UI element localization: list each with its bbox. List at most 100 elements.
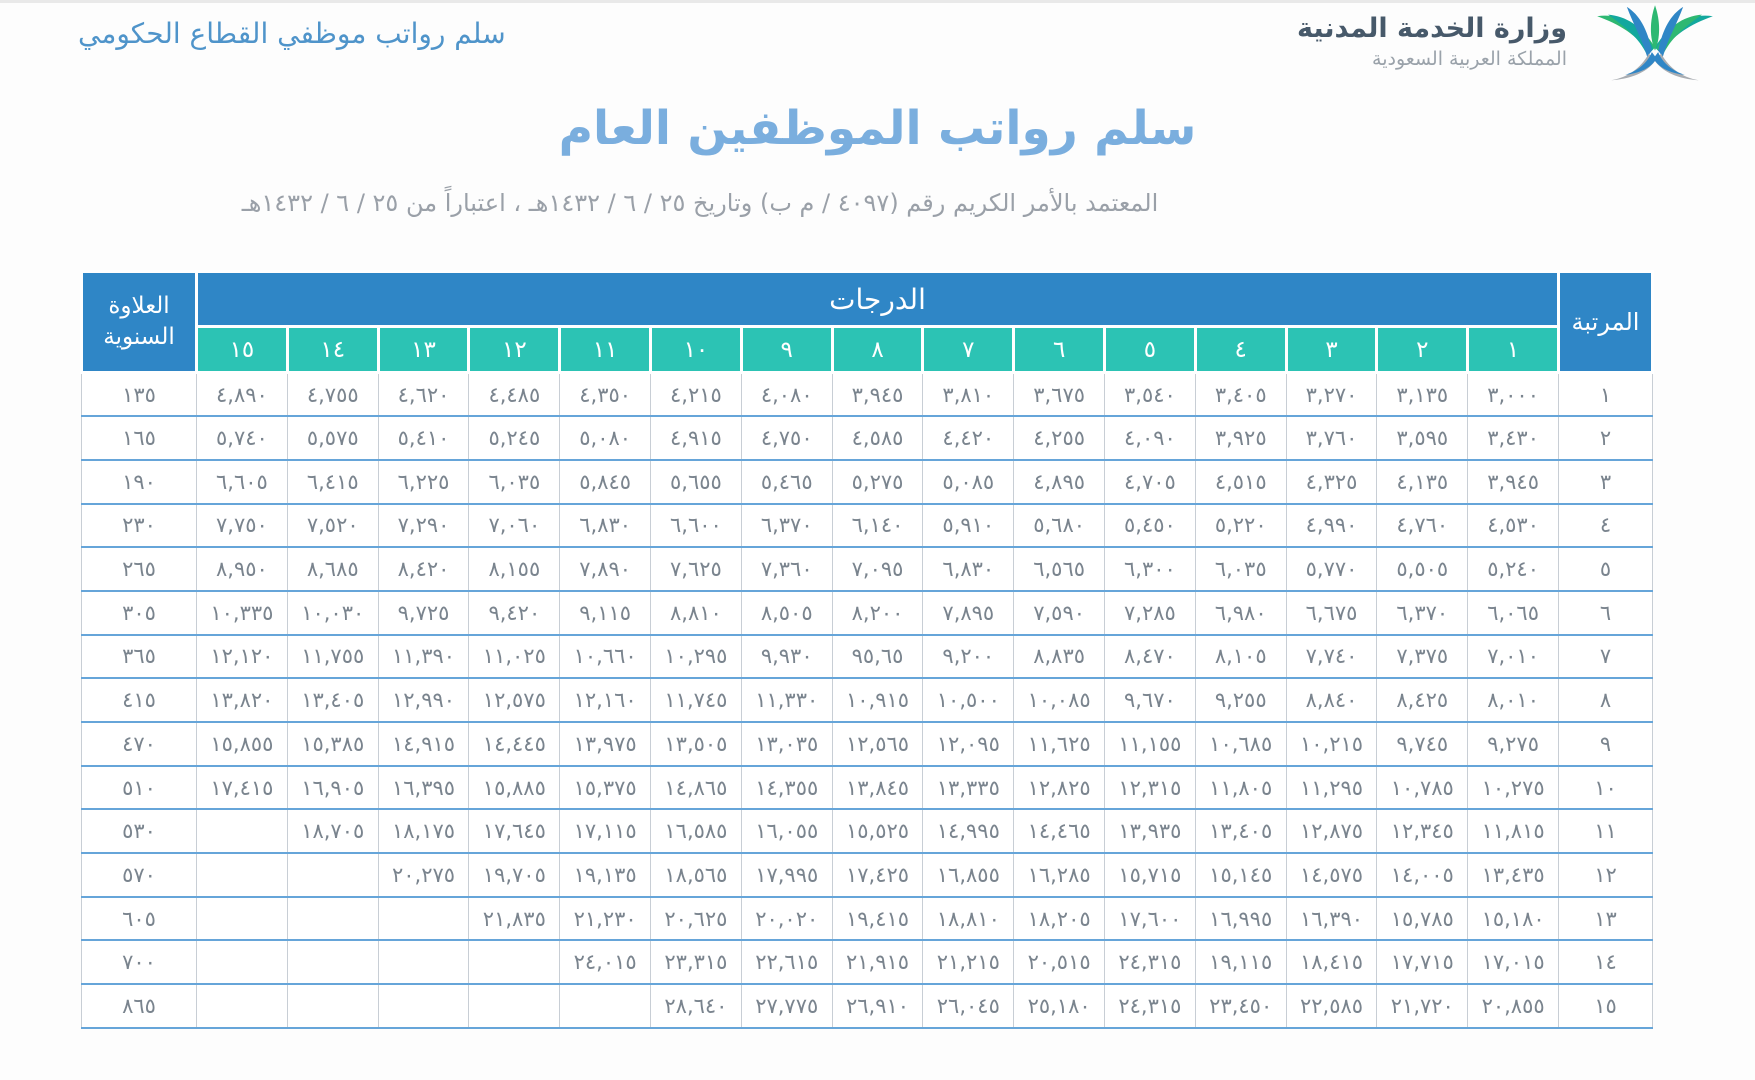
salary-cell-rank1-degree15: ٤,٨٩٠: [196, 372, 288, 418]
rank-cell-5: ٥: [1558, 547, 1653, 592]
salary-cell-rank14-degree11: ٢٤,٠١٥: [559, 940, 652, 986]
salary-cell-rank11-degree3: ١٢,٨٧٥: [1285, 809, 1378, 855]
salary-cell-rank15-degree2: ٢١,٧٢٠: [1376, 984, 1469, 1029]
salary-cell-rank9-degree5: ١١,١٥٥: [1104, 722, 1196, 767]
salary-cell-rank7-degree5: ٨,٤٧٠: [1104, 634, 1196, 680]
salary-row-2: ٢ ٣,٤٣٠ ٣,٥٩٥ ٣,٧٦٠ ٣,٩٢٥ ٤,٠٩٠ ٤,٢٥٥ ٤,٤٢٠ ٤,٥٨…: [81, 416, 1653, 461]
salary-cell-rank3-degree11: ٥,٨٤٥: [559, 459, 652, 505]
salary-cell-rank2-degree1: ٣,٤٣٠: [1467, 416, 1559, 461]
salary-cell-rank15-degree13: [377, 984, 470, 1029]
rank-cell-11: ١١: [1558, 809, 1653, 855]
rank-cell-6: ٦: [1558, 590, 1653, 636]
salary-cell-rank15-degree1: ٢٠,٨٥٥: [1467, 984, 1559, 1029]
salary-cell-rank4-degree7: ٥,٩١٠: [922, 503, 1015, 549]
salary-cell-rank2-degree10: ٤,٩١٥: [650, 416, 742, 461]
rank-column-header: المرتبة: [1557, 270, 1654, 374]
allowance-cell-13: ٦٠٥: [81, 896, 197, 942]
salary-cell-rank8-degree2: ٨,٤٢٥: [1376, 678, 1469, 723]
salary-cell-rank4-degree11: ٦,٨٣٠: [559, 503, 652, 549]
salary-cell-rank5-degree4: ٦,٠٣٥: [1194, 547, 1287, 592]
salary-cell-rank4-degree6: ٥,٦٨٠: [1013, 503, 1106, 549]
salary-cell-rank6-degree5: ٧,٢٨٥: [1104, 590, 1196, 636]
salary-cell-rank1-degree14: ٤,٧٥٥: [286, 372, 379, 418]
salary-cell-rank2-degree5: ٤,٠٩٠: [1104, 416, 1196, 461]
salary-cell-rank9-degree13: ١٤,٩١٥: [377, 722, 470, 767]
salary-row-3: ٣ ٣,٩٤٥ ٤,١٣٥ ٤,٣٢٥ ٤,٥١٥ ٤,٧٠٥ ٤,٨٩٥ ٥,٠٨٥ ٥,٢٧…: [81, 459, 1653, 505]
allowance-cell-4: ٢٣٠: [81, 503, 197, 549]
salary-cell-rank9-degree3: ١٠,٢١٥: [1285, 722, 1378, 767]
salary-cell-rank3-degree5: ٤,٧٠٥: [1104, 459, 1196, 505]
salary-cell-rank5-degree8: ٧,٠٩٥: [831, 547, 924, 592]
salary-cell-rank9-degree8: ١٢,٥٦٥: [831, 722, 924, 767]
salary-cell-rank13-degree8: ١٩,٤١٥: [831, 896, 924, 942]
salary-cell-rank14-degree12: [468, 940, 561, 986]
degree-numbers-row: ١ ٢ ٣ ٤ ٥ ٦ ٧ ٨ ٩ ١٠ ١١ ١٢ ١٣ ١٤ ١٥: [82, 325, 1653, 374]
salary-cell-rank1-degree13: ٤,٦٢٠: [377, 372, 470, 418]
salary-cell-rank15-degree3: ٢٢,٥٨٥: [1285, 984, 1378, 1029]
salary-row-11: ١١ ١١,٨١٥ ١٢,٣٤٥ ١٢,٨٧٥ ١٣,٤٠٥ ١٣,٩٣٥ ١٤,٤٦٥ ١٤…: [81, 809, 1653, 855]
salary-cell-rank9-degree11: ١٣,٩٧٥: [559, 722, 652, 767]
salary-cell-rank9-degree9: ١٣,٠٣٥: [740, 722, 833, 767]
salary-cell-rank4-degree5: ٥,٤٥٠: [1104, 503, 1196, 549]
rank-cell-12: ١٢: [1558, 853, 1653, 898]
salary-cell-rank13-degree6: ١٨,٢٠٥: [1013, 896, 1106, 942]
salary-cell-rank7-degree13: ١١,٣٩٠: [377, 634, 470, 680]
ministry-brand-text: وزارة الخدمة المدنية المملكة العربية الس…: [1297, 13, 1567, 74]
salary-cell-rank1-degree7: ٣,٨١٠: [922, 372, 1015, 418]
salary-cell-rank11-degree4: ١٣,٤٠٥: [1194, 809, 1287, 855]
salary-cell-rank12-degree5: ١٥,٧١٥: [1104, 853, 1196, 898]
rank-cell-9: ٩: [1558, 722, 1653, 767]
salary-cell-rank11-degree11: ١٧,١١٥: [559, 809, 652, 855]
salary-cell-rank2-degree12: ٥,٢٤٥: [468, 416, 561, 461]
salary-row-12: ١٢ ١٣,٤٣٥ ١٤,٠٠٥ ١٤,٥٧٥ ١٥,١٤٥ ١٥,٧١٥ ١٦,٢٨٥ ١٦…: [81, 853, 1653, 898]
salary-cell-rank7-degree7: ٩,٢٠٠: [922, 634, 1015, 680]
salary-cell-rank1-degree4: ٣,٤٠٥: [1194, 372, 1287, 418]
salary-cell-rank3-degree9: ٥,٤٦٥: [740, 459, 833, 505]
salary-cell-rank3-degree10: ٥,٦٥٥: [650, 459, 742, 505]
salary-cell-rank2-degree6: ٤,٢٥٥: [1013, 416, 1106, 461]
salary-cell-rank14-degree14: [286, 940, 379, 986]
salary-cell-rank6-degree2: ٦,٣٧٠: [1376, 590, 1469, 636]
salary-cell-rank2-degree7: ٤,٤٢٠: [922, 416, 1015, 461]
salary-cell-rank6-degree3: ٦,٦٧٥: [1285, 590, 1378, 636]
allowance-cell-7: ٣٦٥: [81, 634, 197, 680]
salary-cell-rank3-degree7: ٥,٠٨٥: [922, 459, 1015, 505]
salary-cell-rank5-degree5: ٦,٣٠٠: [1104, 547, 1196, 592]
salary-cell-rank3-degree1: ٣,٩٤٥: [1467, 459, 1559, 505]
salary-cell-rank11-degree1: ١١,٨١٥: [1467, 809, 1559, 855]
salary-cell-rank12-degree14: [286, 853, 379, 898]
allowance-column-header: العلاوة السنوية: [80, 270, 198, 374]
salary-cell-rank13-degree5: ١٧,٦٠٠: [1104, 896, 1196, 942]
salary-cell-rank4-degree15: ٧,٧٥٠: [196, 503, 288, 549]
salary-cell-rank10-degree9: ١٤,٣٥٥: [740, 765, 833, 811]
salary-cell-rank5-degree11: ٧,٨٩٠: [559, 547, 652, 592]
salary-cell-rank9-degree7: ١٢,٠٩٥: [922, 722, 1015, 767]
salary-cell-rank14-degree6: ٢٠,٥١٥: [1013, 940, 1106, 986]
salary-cell-rank1-degree2: ٣,١٣٥: [1376, 372, 1469, 418]
salary-row-4: ٤ ٤,٥٣٠ ٤,٧٦٠ ٤,٩٩٠ ٥,٢٢٠ ٥,٤٥٠ ٥,٦٨٠ ٥,٩١٠ ٦,١٤…: [81, 503, 1653, 549]
salary-cell-rank2-degree8: ٤,٥٨٥: [831, 416, 924, 461]
salary-cell-rank15-degree5: ٢٤,٣١٥: [1104, 984, 1196, 1029]
salary-cell-rank12-degree7: ١٦,٨٥٥: [922, 853, 1015, 898]
degree-header-12: ١٢: [467, 325, 562, 374]
salary-cell-rank3-degree15: ٦,٦٠٥: [196, 459, 288, 505]
salary-row-6: ٦ ٦,٠٦٥ ٦,٣٧٠ ٦,٦٧٥ ٦,٩٨٠ ٧,٢٨٥ ٧,٥٩٠ ٧,٨٩٥ ٨,٢٠…: [81, 590, 1653, 636]
salary-cell-rank15-degree14: [286, 984, 379, 1029]
rank-cell-15: ١٥: [1558, 984, 1653, 1029]
salary-cell-rank8-degree3: ٨,٨٤٠: [1285, 678, 1378, 723]
salary-cell-rank5-degree9: ٧,٣٦٠: [740, 547, 833, 592]
salary-cell-rank6-degree7: ٧,٨٩٥: [922, 590, 1015, 636]
page-top-left-title: سلم رواتب موظفي القطاع الحكومي: [78, 17, 506, 50]
salary-cell-rank7-degree15: ١٢,١٢٠: [196, 634, 288, 680]
degree-header-1: ١: [1466, 325, 1560, 374]
salary-cell-rank10-degree11: ١٥,٣٧٥: [559, 765, 652, 811]
salary-cell-rank14-degree4: ١٩,١١٥: [1194, 940, 1287, 986]
salary-cell-rank6-degree12: ٩,٤٢٠: [468, 590, 561, 636]
degree-header-2: ٢: [1375, 325, 1470, 374]
salary-cell-rank7-degree10: ١٠,٢٩٥: [650, 634, 742, 680]
salary-cell-rank14-degree7: ٢١,٢١٥: [922, 940, 1015, 986]
salary-cell-rank10-degree3: ١١,٢٩٥: [1285, 765, 1378, 811]
salary-cell-rank5-degree14: ٨,٦٨٥: [286, 547, 379, 592]
salary-cell-rank4-degree1: ٤,٥٣٠: [1467, 503, 1559, 549]
salary-cell-rank8-degree6: ١٠,٠٨٥: [1013, 678, 1106, 723]
